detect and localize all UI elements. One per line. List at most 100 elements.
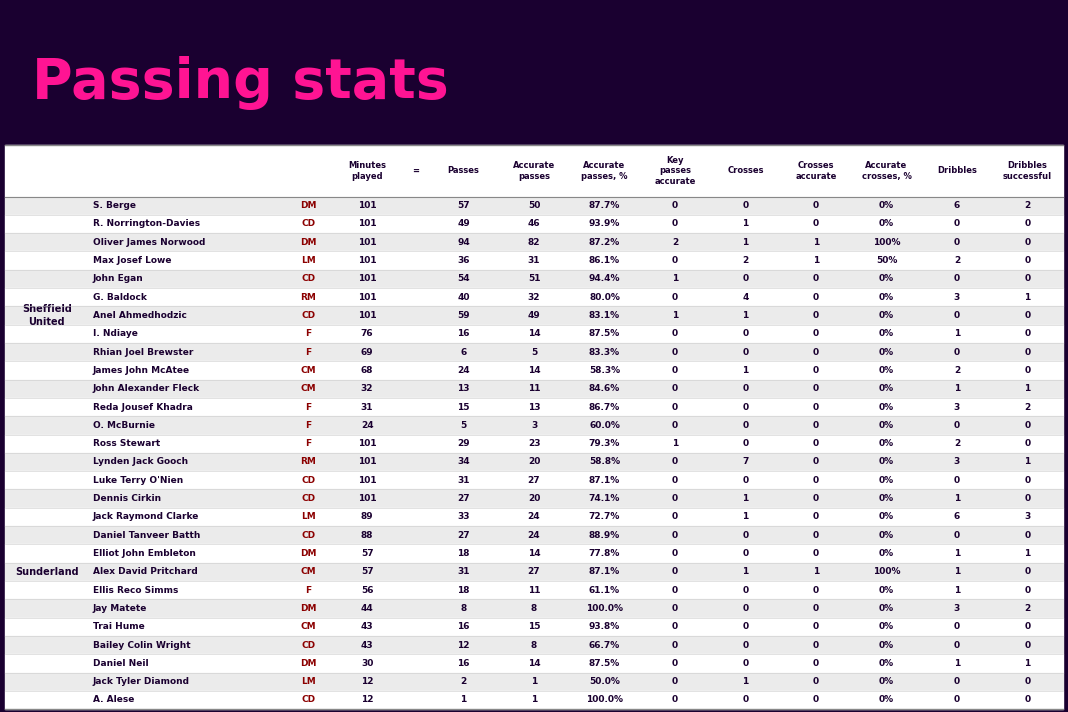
Text: 101: 101 xyxy=(358,238,376,247)
Text: 0%: 0% xyxy=(879,439,894,448)
Text: 0: 0 xyxy=(1024,476,1031,485)
Text: 59: 59 xyxy=(457,311,470,320)
Text: 0%: 0% xyxy=(879,219,894,229)
Text: 0%: 0% xyxy=(879,659,894,668)
Text: 86.1%: 86.1% xyxy=(588,256,621,265)
Text: Dribbles: Dribbles xyxy=(937,167,977,175)
Text: 0: 0 xyxy=(672,347,678,357)
Text: 0%: 0% xyxy=(879,330,894,338)
Text: Minutes
played: Minutes played xyxy=(348,161,387,181)
Text: 0%: 0% xyxy=(879,604,894,613)
Text: CM: CM xyxy=(301,567,316,576)
Text: 87.1%: 87.1% xyxy=(588,476,621,485)
Text: 1: 1 xyxy=(954,659,960,668)
Text: 0: 0 xyxy=(672,586,678,595)
Text: I. Ndiaye: I. Ndiaye xyxy=(93,330,138,338)
Text: Accurate
crosses, %: Accurate crosses, % xyxy=(862,161,911,181)
Text: 0: 0 xyxy=(672,476,678,485)
Text: 1: 1 xyxy=(954,549,960,558)
Text: 87.5%: 87.5% xyxy=(588,659,621,668)
Text: 43: 43 xyxy=(361,622,374,632)
Text: 0: 0 xyxy=(742,641,749,649)
Text: 24: 24 xyxy=(528,530,540,540)
Text: 0: 0 xyxy=(813,458,819,466)
Text: Dribbles
successful: Dribbles successful xyxy=(1003,161,1052,181)
Text: 1: 1 xyxy=(1024,458,1031,466)
Text: 101: 101 xyxy=(358,439,376,448)
Text: 24: 24 xyxy=(361,421,374,430)
Text: Jack Raymond Clarke: Jack Raymond Clarke xyxy=(93,513,199,521)
Text: 3: 3 xyxy=(954,604,960,613)
Text: 0: 0 xyxy=(954,476,960,485)
Text: 13: 13 xyxy=(528,402,540,412)
Text: 1: 1 xyxy=(460,696,467,704)
Text: 1: 1 xyxy=(1024,549,1031,558)
Bar xyxy=(5,654,1063,673)
Text: CD: CD xyxy=(301,219,316,229)
Text: 68: 68 xyxy=(361,366,374,375)
Text: 0: 0 xyxy=(742,347,749,357)
Text: Passes: Passes xyxy=(447,167,480,175)
Text: 100.0%: 100.0% xyxy=(586,604,623,613)
Text: 0: 0 xyxy=(954,274,960,283)
Text: 18: 18 xyxy=(457,549,470,558)
Text: 54: 54 xyxy=(457,274,470,283)
Text: 12: 12 xyxy=(361,696,374,704)
Text: 27: 27 xyxy=(528,567,540,576)
Text: 0%: 0% xyxy=(879,311,894,320)
Text: 89: 89 xyxy=(361,513,374,521)
Text: 0: 0 xyxy=(813,586,819,595)
Text: Lynden Jack Gooch: Lynden Jack Gooch xyxy=(93,458,188,466)
Text: 0: 0 xyxy=(954,238,960,247)
Text: CM: CM xyxy=(301,366,316,375)
Text: 0%: 0% xyxy=(879,696,894,704)
Text: 0: 0 xyxy=(813,366,819,375)
Text: 0: 0 xyxy=(1024,347,1031,357)
Text: CD: CD xyxy=(301,311,316,320)
Text: 0%: 0% xyxy=(879,421,894,430)
Text: 0: 0 xyxy=(813,439,819,448)
Text: 83.3%: 83.3% xyxy=(588,347,621,357)
Text: 0: 0 xyxy=(1024,311,1031,320)
Text: Luke Terry O'Nien: Luke Terry O'Nien xyxy=(93,476,183,485)
Text: F: F xyxy=(305,330,312,338)
Text: 1: 1 xyxy=(531,696,537,704)
Bar xyxy=(5,343,1063,361)
Bar xyxy=(5,145,1063,197)
Text: 0: 0 xyxy=(954,219,960,229)
Text: 0: 0 xyxy=(813,330,819,338)
Text: 6: 6 xyxy=(954,201,960,210)
Text: 101: 101 xyxy=(358,311,376,320)
Bar xyxy=(5,233,1063,251)
Text: Reda Jousef Khadra: Reda Jousef Khadra xyxy=(93,402,192,412)
Text: 101: 101 xyxy=(358,219,376,229)
Text: 0: 0 xyxy=(742,439,749,448)
Bar xyxy=(5,251,1063,270)
Text: 50: 50 xyxy=(528,201,540,210)
Bar xyxy=(5,306,1063,325)
Text: 79.3%: 79.3% xyxy=(588,439,621,448)
Text: 87.7%: 87.7% xyxy=(588,201,621,210)
Text: 58.3%: 58.3% xyxy=(588,366,621,375)
Text: 1: 1 xyxy=(954,330,960,338)
Text: 1: 1 xyxy=(813,567,819,576)
Text: 0%: 0% xyxy=(879,458,894,466)
Text: 50.0%: 50.0% xyxy=(590,677,619,686)
Text: DM: DM xyxy=(300,549,317,558)
Text: 0: 0 xyxy=(813,201,819,210)
Text: 1: 1 xyxy=(1024,384,1031,393)
Text: 0: 0 xyxy=(1024,641,1031,649)
Text: 66.7%: 66.7% xyxy=(588,641,621,649)
Text: 0: 0 xyxy=(672,530,678,540)
Text: F: F xyxy=(305,586,312,595)
Text: F: F xyxy=(305,439,312,448)
Text: Sunderland: Sunderland xyxy=(15,567,79,577)
Text: 0: 0 xyxy=(813,219,819,229)
Text: 20: 20 xyxy=(528,494,540,503)
Text: Alex David Pritchard: Alex David Pritchard xyxy=(93,567,198,576)
Text: 0: 0 xyxy=(954,421,960,430)
Text: 0: 0 xyxy=(813,347,819,357)
Text: 101: 101 xyxy=(358,476,376,485)
Text: 14: 14 xyxy=(528,366,540,375)
Text: 0: 0 xyxy=(672,201,678,210)
